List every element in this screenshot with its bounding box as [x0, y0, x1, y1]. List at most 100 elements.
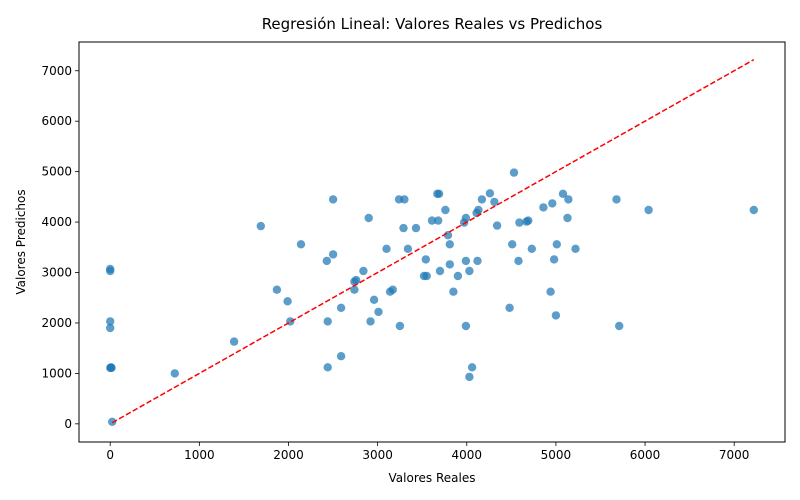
- data-point: [465, 266, 474, 276]
- data-point: [549, 255, 559, 264]
- data-point: [328, 195, 338, 204]
- data-point: [296, 240, 306, 249]
- data-point: [272, 285, 282, 294]
- data-point: [170, 369, 179, 378]
- data-point: [350, 285, 359, 294]
- data-point: [328, 250, 338, 259]
- data-point: [435, 266, 445, 276]
- data-point: [323, 363, 332, 372]
- data-point: [434, 189, 444, 198]
- data-point: [256, 221, 265, 231]
- data-point: [474, 205, 483, 215]
- x-tick-label: 6000: [630, 448, 661, 462]
- data-point: [508, 240, 517, 249]
- data-point: [461, 321, 471, 331]
- data-point: [492, 221, 502, 230]
- data-point: [283, 297, 292, 306]
- data-point: [505, 303, 514, 312]
- data-point: [461, 256, 471, 266]
- data-point: [421, 255, 430, 264]
- y-axis-label: Valores Predichos: [14, 189, 28, 294]
- y-tick-label: 7000: [41, 64, 72, 78]
- x-tick-label: 1000: [184, 448, 215, 462]
- data-point: [108, 417, 117, 426]
- data-point: [473, 256, 482, 266]
- data-point: [106, 323, 115, 333]
- data-point: [359, 266, 368, 276]
- data-point: [749, 205, 758, 215]
- data-point: [445, 240, 454, 249]
- data-point: [322, 256, 331, 266]
- data-point: [527, 244, 536, 253]
- data-point: [395, 321, 405, 331]
- data-point: [422, 271, 431, 281]
- data-point: [558, 189, 568, 198]
- data-point: [563, 213, 572, 223]
- data-point: [427, 216, 437, 225]
- data-point: [551, 311, 561, 320]
- x-axis: 0 1000 2000 3000 4000 5000 6000 7000: [106, 442, 749, 462]
- data-point: [445, 260, 454, 269]
- y-tick-label: 0: [64, 417, 72, 431]
- x-tick-label: 5000: [541, 448, 572, 462]
- data-point: [453, 271, 463, 281]
- data-point: [106, 317, 115, 326]
- x-tick-label: 7000: [719, 448, 750, 462]
- data-point: [485, 189, 495, 198]
- data-point: [564, 195, 573, 204]
- data-point: [399, 223, 408, 233]
- x-axis-label: Valores Reales: [389, 471, 476, 485]
- axes-frame: [78, 41, 786, 443]
- data-point: [548, 199, 557, 208]
- y-tick-label: 6000: [41, 114, 72, 128]
- data-point: [403, 244, 413, 253]
- data-point: [388, 285, 397, 294]
- chart-title: Regresión Lineal: Valores Reales vs Pred…: [262, 15, 603, 33]
- x-tick-label: 2000: [273, 448, 304, 462]
- y-tick-label: 5000: [41, 165, 72, 179]
- y-axis: 0 1000 2000 3000 4000 5000 6000 7000: [41, 64, 79, 431]
- x-tick-label: 0: [106, 448, 114, 462]
- data-point: [364, 213, 373, 223]
- data-point: [382, 244, 391, 253]
- data-point: [229, 337, 239, 346]
- data-point: [323, 317, 332, 326]
- data-point: [477, 195, 487, 204]
- data-point: [106, 264, 115, 274]
- x-tick-label: 4000: [451, 448, 482, 462]
- x-tick-label: 3000: [362, 448, 393, 462]
- data-point: [336, 352, 346, 361]
- data-point: [644, 205, 653, 215]
- data-point: [106, 363, 116, 372]
- data-point: [546, 287, 555, 296]
- data-point: [336, 303, 346, 312]
- data-point: [515, 218, 524, 227]
- data-point: [369, 295, 379, 304]
- reference-line: [111, 59, 755, 424]
- data-point: [490, 197, 499, 207]
- data-point: [465, 372, 474, 382]
- data-point: [366, 317, 375, 326]
- data-point: [434, 216, 443, 225]
- data-point: [539, 203, 548, 212]
- data-point: [441, 205, 450, 215]
- y-tick-label: 3000: [41, 266, 72, 280]
- y-tick-label: 1000: [41, 366, 72, 380]
- data-point: [461, 213, 471, 223]
- data-point: [411, 223, 421, 233]
- data-point: [552, 240, 561, 249]
- y-tick-label: 2000: [41, 316, 72, 330]
- data-point: [374, 307, 383, 317]
- data-point: [514, 256, 523, 266]
- data-point: [400, 195, 409, 204]
- y-tick-label: 4000: [41, 215, 72, 229]
- data-point: [352, 275, 361, 285]
- data-point: [615, 321, 624, 331]
- data-point: [571, 244, 580, 253]
- data-point: [449, 287, 458, 296]
- data-point: [524, 216, 533, 225]
- data-point: [467, 363, 477, 372]
- plot-area: [106, 59, 758, 426]
- data-point: [509, 168, 519, 177]
